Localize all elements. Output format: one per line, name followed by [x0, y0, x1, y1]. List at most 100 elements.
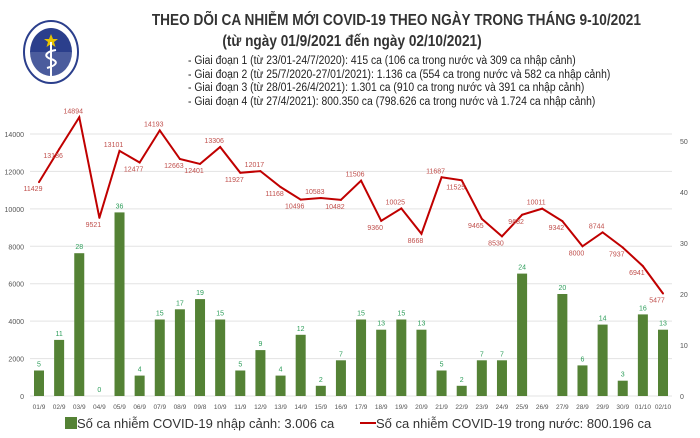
- y-right-tick-label: 50: [680, 139, 688, 146]
- bar: [617, 380, 628, 396]
- bar-data-label: 9: [258, 341, 262, 348]
- line-point: [420, 232, 423, 235]
- bar: [376, 329, 387, 396]
- line-data-label: 13186: [43, 153, 63, 160]
- line-point: [38, 181, 40, 184]
- bar: [597, 324, 608, 396]
- line-point: [98, 216, 101, 219]
- bar: [195, 299, 206, 396]
- bar-data-label: 5: [238, 362, 242, 369]
- line-point: [561, 220, 564, 223]
- bar: [456, 385, 467, 396]
- bar: [356, 319, 367, 396]
- x-tick-label: 17/9: [355, 404, 368, 411]
- bar-data-label: 16: [639, 305, 647, 312]
- y-left-tick-label: 12000: [5, 169, 25, 176]
- bar: [74, 253, 85, 396]
- y-right-tick-label: 30: [680, 241, 688, 248]
- phase-note: - Giai đoạn 3 (từ 28/01-26/4/2021): 1.30…: [188, 82, 585, 95]
- line-point: [339, 198, 342, 201]
- bar-data-label: 6: [581, 356, 585, 363]
- bar-data-label: 15: [156, 311, 164, 318]
- bar: [295, 334, 306, 396]
- bar-data-label: 36: [116, 203, 124, 210]
- bar: [517, 273, 528, 396]
- bar: [134, 375, 145, 396]
- line-data-label: 9682: [508, 219, 524, 226]
- line-data-label: 10011: [527, 200, 546, 207]
- y-left-tick-label: 4000: [8, 319, 24, 326]
- bar: [235, 370, 246, 396]
- bar-data-label: 14: [599, 316, 607, 323]
- line-point: [138, 161, 141, 164]
- bar-data-label: 17: [176, 300, 184, 307]
- y-left-tick-label: 10000: [5, 207, 25, 214]
- legend-line-label: Số ca nhiễm COVID-19 trong nước: 800.196…: [376, 416, 652, 431]
- bar-data-label: 2: [319, 377, 323, 384]
- x-tick-label: 11/9: [234, 404, 247, 411]
- line-point: [621, 246, 624, 249]
- line-point: [440, 176, 443, 179]
- line-point: [58, 148, 61, 151]
- line-point: [219, 145, 222, 148]
- line-data-label: 8000: [569, 250, 585, 257]
- bar: [275, 375, 286, 396]
- line-point: [158, 129, 161, 132]
- line-series: [38, 114, 664, 295]
- bar-data-label: 28: [75, 244, 83, 251]
- y-right-tick-label: 40: [680, 190, 688, 197]
- y-left-tick-label: 6000: [8, 282, 24, 289]
- bar: [637, 314, 648, 396]
- x-tick-label: 13/9: [274, 404, 287, 411]
- bar-data-label: 13: [418, 321, 426, 328]
- x-tick-label: 01/9: [33, 404, 46, 411]
- phase-note: - Giai đoạn 2 (từ 25/7/2020-27/01/2021):…: [188, 68, 611, 81]
- bar: [315, 385, 326, 396]
- x-tick-label: 28/9: [576, 404, 589, 411]
- bar-data-label: 15: [357, 311, 365, 318]
- line-point: [199, 162, 202, 165]
- bar: [174, 309, 185, 396]
- line-point: [239, 171, 242, 174]
- legend-line-swatch: [360, 422, 376, 424]
- y-left-tick-label: 0: [20, 394, 24, 401]
- x-tick-label: 04/9: [93, 404, 106, 411]
- legend-bar-label: Số ca nhiễm COVID-19 nhập cảnh: 3.006 ca: [77, 416, 335, 431]
- x-tick-label: 02/9: [53, 404, 66, 411]
- x-tick-label: 02/10: [655, 404, 672, 411]
- line-point: [541, 207, 544, 210]
- line-point: [299, 198, 302, 201]
- x-tick-label: 03/9: [73, 404, 86, 411]
- line-data-label: 8668: [408, 238, 424, 245]
- bar: [335, 360, 346, 396]
- line-data-label: 12017: [245, 162, 265, 169]
- line-data-label: 7937: [609, 251, 625, 258]
- x-tick-label: 09/8: [194, 404, 207, 411]
- bar-data-label: 19: [196, 290, 204, 297]
- bar-data-label: 24: [518, 265, 526, 272]
- line-data-label: 11927: [225, 177, 244, 184]
- line-point: [460, 179, 463, 182]
- x-tick-label: 22/9: [455, 404, 468, 411]
- bar: [658, 329, 668, 396]
- bar: [436, 370, 447, 396]
- y-right-tick-label: 10: [680, 343, 688, 350]
- x-tick-label: 25/9: [516, 404, 529, 411]
- line-point: [319, 196, 322, 199]
- line-data-label: 12663: [164, 163, 184, 170]
- bar-data-label: 13: [377, 321, 385, 328]
- bar: [577, 365, 588, 396]
- bar: [496, 360, 507, 396]
- line-data-label: 11525: [446, 184, 465, 191]
- line-data-label: 14894: [64, 108, 84, 115]
- line-point: [259, 170, 262, 173]
- x-tick-label: 21/9: [435, 404, 448, 411]
- x-tick-label: 23/9: [476, 404, 489, 411]
- line-point: [400, 207, 403, 210]
- bar: [416, 329, 427, 396]
- bar-data-label: 0: [97, 387, 101, 394]
- bar-data-label: 13: [659, 321, 667, 328]
- bar: [215, 319, 226, 396]
- phase-note: - Giai đoạn 4 (từ 27/4/2021): 800.350 ca…: [188, 95, 596, 108]
